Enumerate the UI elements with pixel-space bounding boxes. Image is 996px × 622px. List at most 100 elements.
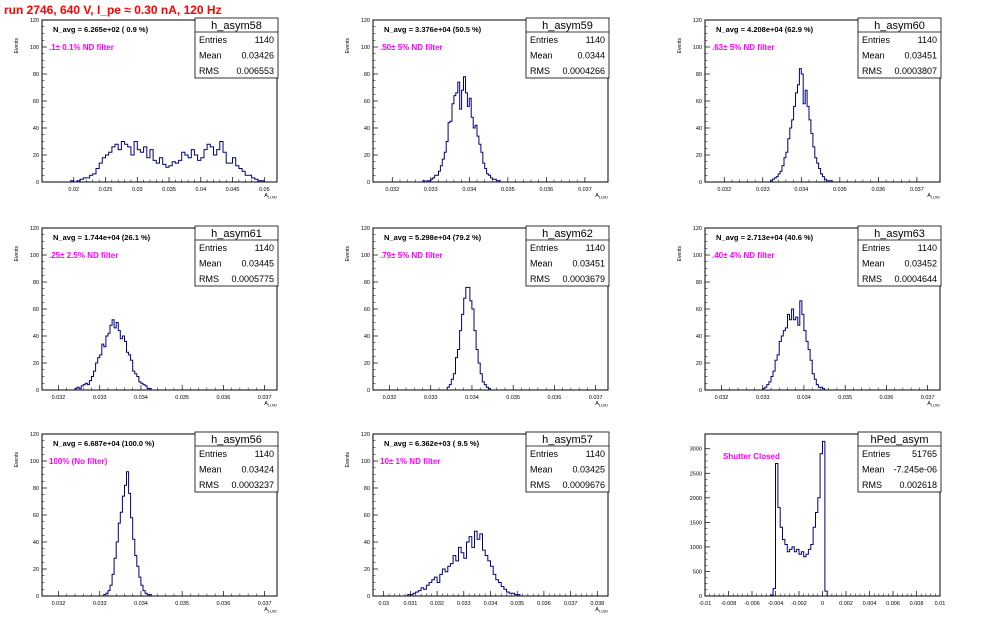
y-tick-label: 60	[696, 99, 702, 105]
x-tick-label: 0.05	[259, 187, 270, 193]
y-tick-label: 60	[696, 307, 702, 313]
y-tick-label: 120	[30, 226, 39, 232]
x-tick-label: 0.033	[93, 395, 107, 401]
stats-value-mean: 0.03424	[241, 465, 274, 475]
histogram-name: h_asym63	[874, 228, 925, 240]
y-tick-label: 40	[696, 334, 702, 340]
x-tick-label: 0.035	[175, 395, 189, 401]
stats-key-rms: RMS	[530, 480, 550, 490]
stats-box	[194, 225, 279, 287]
stats-key-entries: Entries	[199, 449, 228, 459]
y-tick-label: 1500	[690, 520, 702, 526]
stats-box	[525, 225, 610, 287]
stats-key-rms: RMS	[199, 66, 219, 76]
histogram-name: hPed_asym	[870, 434, 928, 446]
y-tick-label: 120	[693, 226, 702, 232]
y-tick-label: 80	[33, 72, 39, 78]
histogram-panel-h_asym62: 0.032 0.033 0.034 0.035 0.036 0.037 0 20 40 60 80 1…	[345, 225, 610, 408]
y-tick-label: 40	[696, 126, 702, 132]
stats-key-mean: Mean	[199, 465, 222, 475]
stats-box	[194, 431, 279, 493]
stats-key-entries: Entries	[199, 243, 228, 253]
y-tick-label: 500	[693, 569, 702, 575]
x-tick-label: 0	[821, 601, 824, 607]
n-avg-label: N_avg = 4.208e+04 (62.9 %)	[716, 25, 814, 34]
histogram-line	[762, 300, 826, 390]
histogram-panel-h_asym60: 0.032 0.033 0.034 0.035 0.036 0.037 0 20 40 60 80 1…	[677, 17, 942, 200]
y-tick-label: 40	[364, 540, 370, 546]
x-tick-label: 0.034	[134, 395, 148, 401]
histogram-panel-h_asym63: 0.032 0.033 0.034 0.035 0.036 0.037 0 20 40 60 80 1…	[677, 225, 942, 408]
histogram-name: h_asym62	[542, 228, 593, 240]
x-tick-label: 0.032	[430, 601, 444, 607]
x-tick-label: 0.035	[175, 601, 189, 607]
y-tick-label: 0	[36, 180, 39, 186]
stats-box	[857, 431, 942, 493]
x-tick-label: 0.045	[226, 187, 240, 193]
x-tick-label: 0.033	[424, 395, 438, 401]
histogram-name: h_asym60	[874, 20, 925, 32]
y-axis-label: Events	[345, 452, 351, 468]
x-tick-label: 0.033	[457, 601, 471, 607]
x-tick-label: 0.035	[506, 395, 520, 401]
y-tick-label: 120	[361, 432, 370, 438]
x-tick-label: 0.002	[839, 601, 853, 607]
stats-box	[525, 431, 610, 493]
y-tick-label: 100	[693, 45, 702, 51]
histogram-line	[407, 530, 521, 596]
stats-key-mean: Mean	[862, 465, 885, 475]
y-tick-label: 100	[30, 45, 39, 51]
stats-value-entries: 1140	[255, 449, 274, 459]
stats-value-rms: 0.002618	[899, 480, 937, 490]
stats-value-entries: 1140	[255, 243, 274, 253]
stats-value-rms: 0.0004266	[562, 66, 605, 76]
y-tick-label: 80	[364, 280, 370, 286]
stats-key-mean: Mean	[530, 51, 553, 61]
stats-value-rms: 0.0004644	[894, 274, 937, 284]
x-axis-label: ALUID	[595, 401, 608, 408]
histogram-panel-h_asym56: 0.032 0.033 0.034 0.035 0.036 0.037 0 20 40 60 80 1…	[14, 431, 279, 614]
stats-key-mean: Mean	[862, 51, 885, 61]
y-tick-label: 60	[33, 307, 39, 313]
n-avg-label: N_avg = 6.687e+04 (100.0 %)	[53, 439, 155, 448]
stats-box	[525, 17, 610, 79]
x-tick-label: 0.036	[548, 395, 562, 401]
x-tick-label: 0.034	[797, 395, 811, 401]
y-tick-label: 20	[33, 153, 39, 159]
x-tick-label: 0.037	[910, 187, 924, 193]
histogram-panel-h_asym61: 0.032 0.033 0.034 0.035 0.036 0.037 0 20 40 60 80 1…	[14, 225, 279, 408]
histogram-line	[74, 319, 152, 390]
stats-key-mean: Mean	[199, 51, 222, 61]
y-tick-label: 20	[364, 153, 370, 159]
stats-value-entries: 51765	[912, 449, 937, 459]
stats-key-entries: Entries	[530, 449, 559, 459]
stats-key-rms: RMS	[862, 274, 882, 284]
y-tick-label: 100	[693, 253, 702, 259]
histogram-name: h_asym61	[211, 228, 262, 240]
x-tick-label: 0.032	[52, 601, 66, 607]
y-tick-label: 120	[30, 18, 39, 24]
stats-value-mean: 0.03426	[241, 51, 274, 61]
x-tick-label: 0.033	[756, 187, 770, 193]
histogram-line	[446, 286, 491, 390]
y-tick-label: 0	[367, 388, 370, 394]
x-tick-label: 0.032	[715, 395, 729, 401]
y-tick-label: 0	[36, 594, 39, 600]
x-tick-label: 0.032	[717, 187, 731, 193]
y-tick-label: 40	[33, 540, 39, 546]
stats-box	[857, 225, 942, 287]
histogram-panel-h_asym57: 0.03 0.031 0.032 0.033 0.034 0.035 0.036 0.037 0…	[345, 431, 610, 614]
y-tick-label: 20	[696, 153, 702, 159]
stats-key-mean: Mean	[862, 259, 885, 269]
stats-value-rms: 0.0003679	[562, 274, 605, 284]
x-axis-label: ALUID	[264, 607, 277, 614]
y-axis-label: Events	[14, 246, 20, 262]
n-avg-label: N_avg = 2.713e+04 (40.6 %)	[716, 233, 814, 242]
stats-key-mean: Mean	[530, 465, 553, 475]
histogram-name: h_asym56	[211, 434, 262, 446]
stats-value-entries: 1140	[918, 243, 937, 253]
x-tick-label: 0.035	[838, 395, 852, 401]
n-avg-label: N_avg = 5.298e+04 (79.2 %)	[384, 233, 482, 242]
y-tick-label: 120	[693, 18, 702, 24]
y-axis-label: Events	[345, 38, 351, 54]
